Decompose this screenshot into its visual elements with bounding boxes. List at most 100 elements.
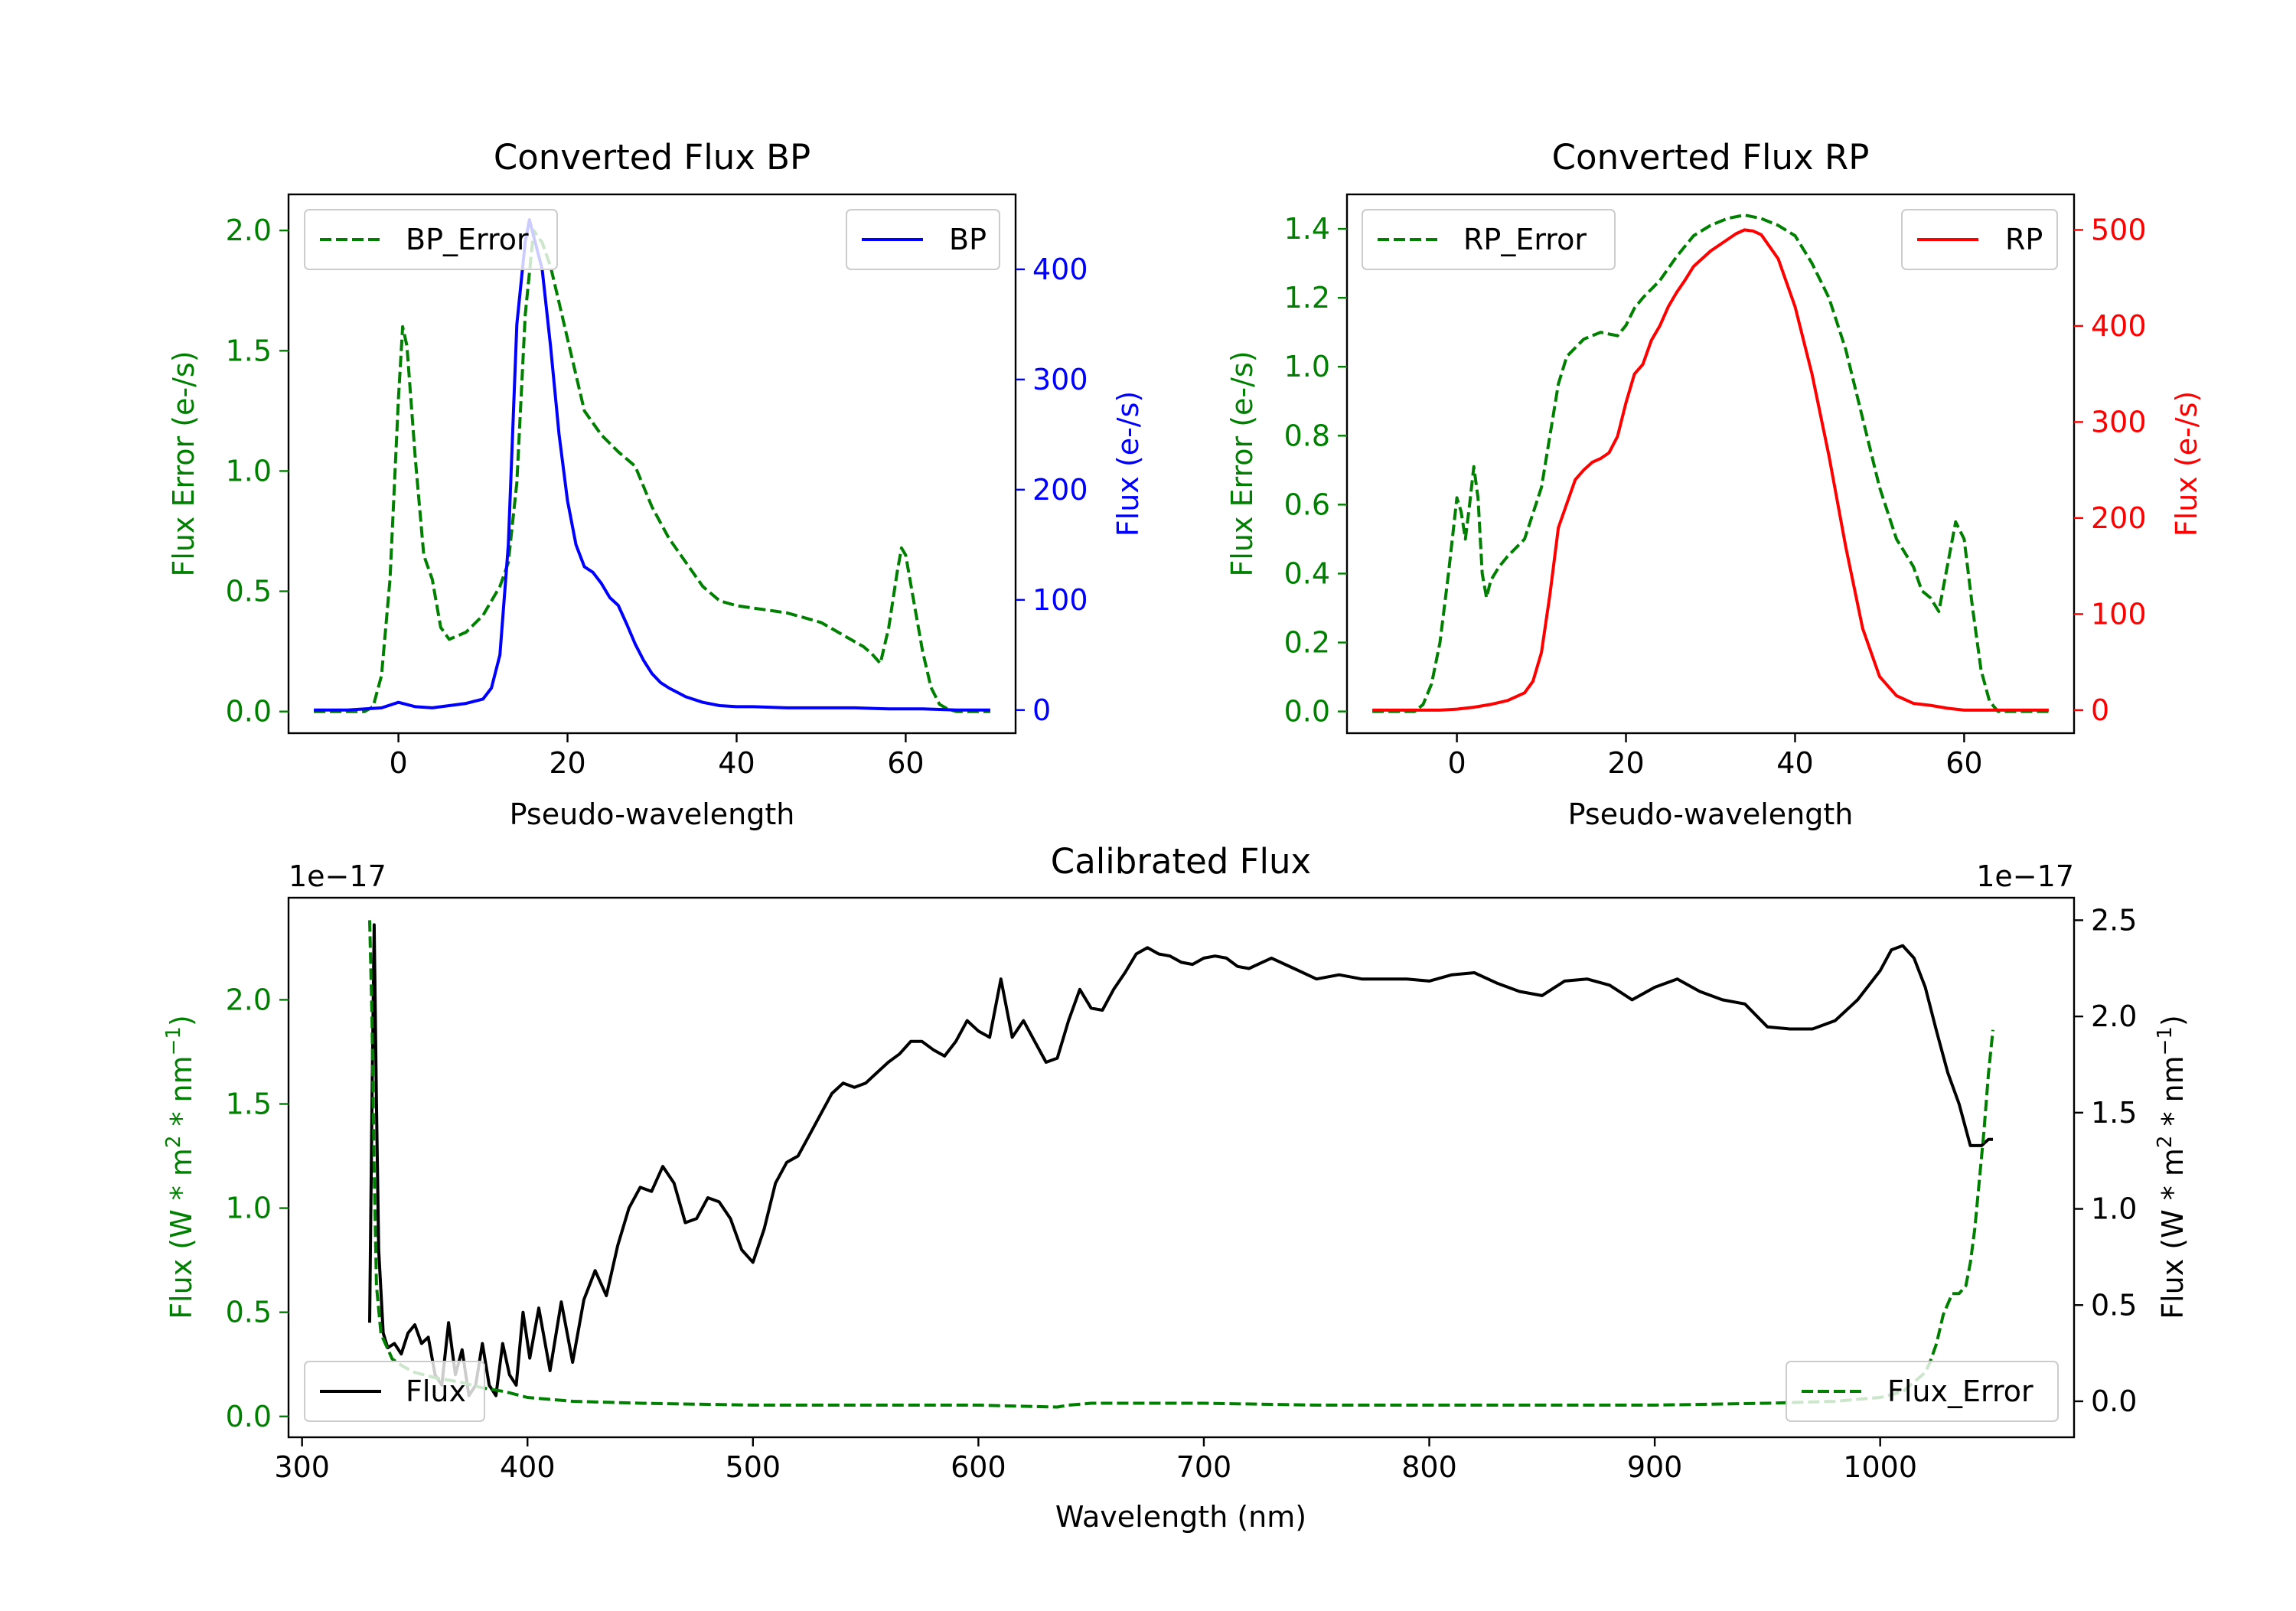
cal-series-flux xyxy=(368,923,1993,1397)
bp-left-tick-label: 0.0 xyxy=(226,695,272,729)
cal-right-tick-label: 0.0 xyxy=(2091,1384,2137,1418)
rp-series-rp-error xyxy=(1372,214,2049,713)
cal-x-tick-label: 600 xyxy=(951,1450,1006,1484)
cal-left-y-label-sup1: 2 xyxy=(162,1136,185,1149)
cal-right-tick-label: 0.5 xyxy=(2091,1288,2137,1322)
bp-right-tick-label: 400 xyxy=(1032,253,1088,286)
rp-plot-frame xyxy=(1345,193,2076,735)
cal-offset-right: 1e−17 xyxy=(1976,859,2074,893)
bp-left-tick-label: 0.5 xyxy=(226,575,272,608)
rp-left-tick-label: 1.2 xyxy=(1284,281,1330,315)
bp-x-tick-label: 20 xyxy=(549,746,585,780)
cal-left-y-label-sup2: −1 xyxy=(162,1026,185,1055)
cal-left-y-label-main: Flux (W * m xyxy=(165,1148,198,1319)
bp-legend: BP xyxy=(846,209,1000,270)
rp-left-tick-label: 0.2 xyxy=(1284,626,1330,660)
cal-right-y-label: Flux (W * m2 * nm−1) xyxy=(2154,1015,2190,1319)
bp-right-tick-label: 0 xyxy=(1032,693,1051,727)
cal-left-y-label-mid: * nm xyxy=(165,1055,198,1135)
rp-left-tick-label: 0.0 xyxy=(1284,695,1330,729)
bp-error-legend: BP_Error xyxy=(304,209,558,270)
cal-flux-legend-label: Flux xyxy=(406,1375,466,1408)
cal-right-ticks: 0.0 0.5 1.0 1.5 2.0 2.5 xyxy=(2074,903,2137,1418)
bp-x-label: Pseudo-wavelength xyxy=(510,797,795,831)
bp-right-tick-label: 200 xyxy=(1032,473,1088,507)
bp-right-ticks: 0 100 200 300 400 xyxy=(1016,253,1088,727)
rp-x-tick-label: 20 xyxy=(1607,746,1644,780)
bp-plot-frame xyxy=(287,193,1017,735)
bp-series-group xyxy=(314,218,990,713)
bp-legend-label: BP xyxy=(949,223,987,256)
cal-flux-error-legend-box xyxy=(1786,1361,2059,1422)
cal-flux-legend: Flux xyxy=(304,1361,485,1422)
rp-legend-box xyxy=(1901,209,2058,270)
rp-left-tick-label: 0.8 xyxy=(1284,419,1330,452)
rp-x-label: Pseudo-wavelength xyxy=(1568,797,1854,831)
cal-left-tick-label: 0.5 xyxy=(226,1296,272,1329)
rp-right-y-label: Flux (e-/s) xyxy=(2170,391,2203,536)
panel-bp: Converted Flux BP 0 20 40 60 0.0 0.5 1.0 1.5 2.… xyxy=(167,137,1145,831)
cal-plot-frame xyxy=(287,896,2076,1439)
panel-rp: Converted Flux RP 0 20 40 60 0.00.20.40.60.… xyxy=(1225,137,2203,831)
cal-x-tick-label: 700 xyxy=(1176,1450,1232,1484)
cal-x-tick-label: 300 xyxy=(274,1450,330,1484)
cal-right-tick-label: 1.0 xyxy=(2091,1192,2137,1226)
rp-right-tick-label: 200 xyxy=(2091,501,2147,535)
rp-left-tick-label: 0.4 xyxy=(1284,556,1330,590)
cal-right-y-label-mid: * nm xyxy=(2156,1055,2190,1135)
bp-series-bp xyxy=(314,218,990,712)
cal-x-tick-label: 1000 xyxy=(1843,1450,1917,1484)
cal-flux-error-legend: Flux_Error xyxy=(1786,1361,2059,1422)
cal-x-tick-label: 900 xyxy=(1627,1450,1683,1484)
rp-legend-label: RP xyxy=(2005,223,2043,256)
cal-left-ticks: 0.0 0.5 1.0 1.5 2.0 xyxy=(226,983,289,1433)
bp-right-tick-label: 300 xyxy=(1032,363,1088,396)
rp-right-tick-label: 300 xyxy=(2091,405,2147,439)
rp-series-rp xyxy=(1372,228,2049,712)
cal-left-tick-label: 1.0 xyxy=(226,1192,272,1225)
cal-flux-error-legend-label: Flux_Error xyxy=(1887,1375,2033,1408)
cal-left-tick-label: 0.0 xyxy=(226,1400,272,1433)
rp-error-legend-label: RP_Error xyxy=(1463,223,1587,256)
cal-left-y-label: Flux (W * m2 * nm−1) xyxy=(162,1015,198,1319)
cal-x-tick-label: 400 xyxy=(500,1450,556,1484)
rp-error-legend-box xyxy=(1362,209,1616,270)
cal-x-tick-label: 800 xyxy=(1401,1450,1457,1484)
cal-right-tick-label: 1.5 xyxy=(2091,1096,2137,1130)
bp-left-tick-label: 1.5 xyxy=(226,334,272,367)
bp-x-tick-label: 0 xyxy=(390,746,408,780)
rp-right-tick-label: 100 xyxy=(2091,597,2147,631)
bp-x-tick-label: 60 xyxy=(887,746,924,780)
bp-x-ticks: 0 20 40 60 xyxy=(390,733,925,780)
rp-x-ticks: 0 20 40 60 xyxy=(1448,733,1983,780)
rp-x-tick-label: 40 xyxy=(1776,746,1813,780)
bp-title: Converted Flux BP xyxy=(494,137,810,178)
bp-error-legend-label: BP_Error xyxy=(406,223,529,256)
rp-x-tick-label: 60 xyxy=(1945,746,1982,780)
bp-x-tick-label: 40 xyxy=(718,746,755,780)
rp-left-tick-label: 1.0 xyxy=(1284,350,1330,383)
bp-left-y-label: Flux Error (e-/s) xyxy=(167,351,201,576)
bp-error-legend-box xyxy=(304,209,558,270)
bp-series-bp-error xyxy=(314,229,990,713)
cal-title: Calibrated Flux xyxy=(1051,841,1311,882)
bp-right-tick-label: 100 xyxy=(1032,583,1088,617)
rp-x-tick-label: 0 xyxy=(1448,746,1466,780)
cal-right-y-label-sup1: 2 xyxy=(2154,1136,2177,1149)
cal-right-y-label-sup2: −1 xyxy=(2154,1026,2177,1055)
rp-error-legend: RP_Error xyxy=(1362,209,1616,270)
rp-legend: RP xyxy=(1901,209,2058,270)
bp-right-y-label: Flux (e-/s) xyxy=(1111,391,1145,536)
cal-x-ticks: 300 400 500 600 700 800 900 1000 xyxy=(274,1437,1917,1484)
cal-right-tick-label: 2.5 xyxy=(2091,903,2137,937)
rp-left-y-label: Flux Error (e-/s) xyxy=(1225,351,1259,576)
cal-left-y-label-end: ) xyxy=(165,1015,198,1026)
rp-title: Converted Flux RP xyxy=(1552,137,1870,178)
bp-left-ticks: 0.0 0.5 1.0 1.5 2.0 xyxy=(226,214,289,729)
panel-calibrated: Calibrated Flux 300 400 500 600 700 800 900 100… xyxy=(162,841,2190,1534)
rp-right-tick-label: 500 xyxy=(2091,213,2147,246)
bp-left-tick-label: 2.0 xyxy=(226,214,272,247)
bp-left-tick-label: 1.0 xyxy=(226,454,272,488)
rp-right-tick-label: 400 xyxy=(2091,309,2147,343)
